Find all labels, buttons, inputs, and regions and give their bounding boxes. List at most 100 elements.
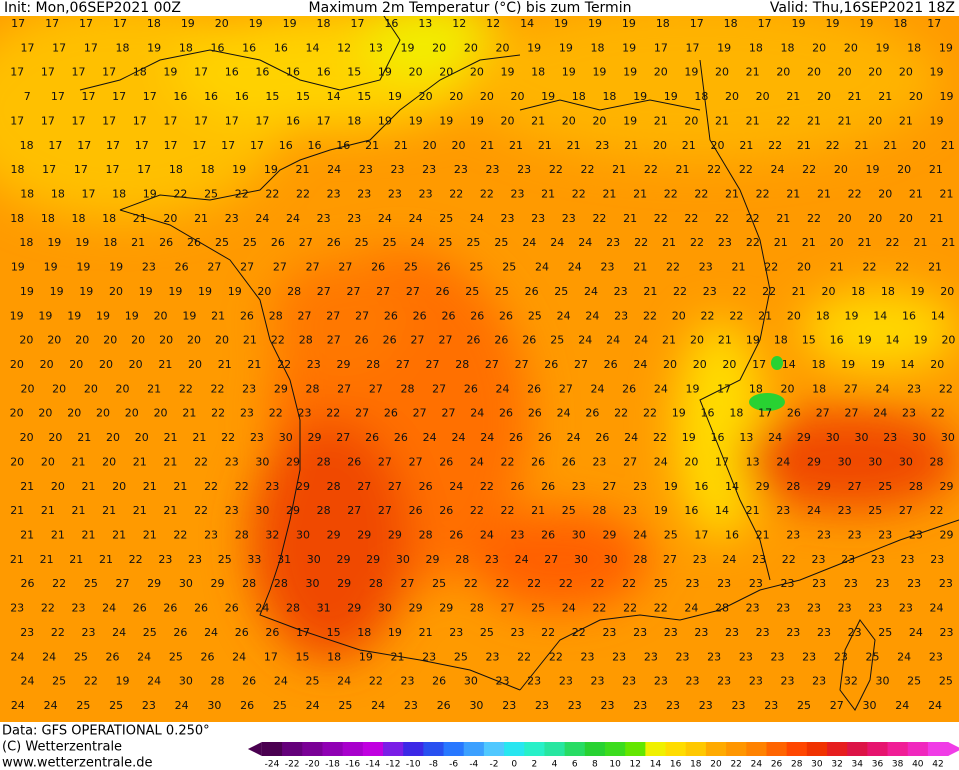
temperature-value: 29 bbox=[388, 529, 402, 542]
temperature-value: 22 bbox=[634, 236, 648, 249]
temperature-value: 26 bbox=[470, 309, 484, 322]
temperature-value: 17 bbox=[41, 66, 55, 79]
temperature-value: 23 bbox=[614, 285, 628, 298]
temperature-value: 28 bbox=[633, 553, 647, 566]
temperature-value: 26 bbox=[439, 455, 453, 468]
temperature-value: 22 bbox=[326, 407, 340, 420]
temperature-value: 14 bbox=[886, 334, 900, 347]
temperature-value: 25 bbox=[480, 626, 494, 639]
temperature-value: 20 bbox=[807, 66, 821, 79]
temperature-value: 23 bbox=[901, 553, 915, 566]
temperature-value: 25 bbox=[143, 626, 157, 639]
temperature-value: 25 bbox=[868, 504, 882, 517]
temperature-value: 23 bbox=[391, 163, 405, 176]
temperature-value: 27 bbox=[347, 504, 361, 517]
temperature-value: 28 bbox=[235, 529, 249, 542]
temperature-value: 19 bbox=[182, 309, 196, 322]
temperature-value: 27 bbox=[623, 455, 637, 468]
temperature-value: 21 bbox=[654, 114, 668, 127]
temperature-value: 24 bbox=[928, 699, 942, 712]
temperature-value: 19 bbox=[554, 17, 568, 30]
temperature-value: 27 bbox=[396, 358, 410, 371]
temperature-value: 22 bbox=[41, 602, 55, 615]
temperature-value: 19 bbox=[664, 90, 678, 103]
temperature-value: 29 bbox=[409, 602, 423, 615]
temperature-value: 16 bbox=[902, 309, 916, 322]
temperature-value: 20 bbox=[787, 309, 801, 322]
temperature-value: 26 bbox=[538, 431, 552, 444]
temperature-value: 23 bbox=[817, 529, 831, 542]
temperature-value: 23 bbox=[142, 261, 156, 274]
temperature-value: 15 bbox=[296, 90, 310, 103]
temperature-value: 23 bbox=[307, 358, 321, 371]
temperature-value: 22 bbox=[644, 163, 658, 176]
temperature-value: 26 bbox=[242, 675, 256, 688]
temperature-value: 23 bbox=[327, 188, 341, 201]
temperature-value: 22 bbox=[729, 309, 743, 322]
temperature-value: 19 bbox=[139, 285, 153, 298]
temperature-value: 24 bbox=[876, 382, 890, 395]
temperature-value: 16 bbox=[204, 90, 218, 103]
temperature-value: 30 bbox=[826, 431, 840, 444]
temperature-value: 28 bbox=[455, 553, 469, 566]
temperature-value: 22 bbox=[782, 553, 796, 566]
temperature-value: 20 bbox=[899, 212, 913, 225]
temperature-value: 27 bbox=[337, 382, 351, 395]
temperature-value: 28 bbox=[211, 675, 225, 688]
temperature-value: 17 bbox=[48, 139, 62, 152]
temperature-value: 25 bbox=[465, 285, 479, 298]
legend-tick-label: 42 bbox=[932, 760, 943, 770]
temperature-value: 25 bbox=[109, 699, 123, 712]
temperature-value: 20 bbox=[159, 334, 173, 347]
temperature-value: 23 bbox=[486, 650, 500, 663]
temperature-value: 26 bbox=[240, 699, 254, 712]
temperature-value: 22 bbox=[848, 188, 862, 201]
temperature-value: 22 bbox=[746, 236, 760, 249]
temperature-value: 26 bbox=[384, 309, 398, 322]
map-title: Maximum 2m Temperatur (°C) bis zum Termi… bbox=[309, 0, 632, 16]
temperature-value: 22 bbox=[746, 212, 760, 225]
temperature-value: 26 bbox=[531, 455, 545, 468]
temperature-value: 22 bbox=[235, 480, 249, 493]
temperature-value: 23 bbox=[664, 626, 678, 639]
temperature-value: 17 bbox=[192, 139, 206, 152]
temperature-value: 16 bbox=[317, 66, 331, 79]
temperature-value: 24 bbox=[567, 431, 581, 444]
temperature-value: 22 bbox=[701, 309, 715, 322]
temperature-value: 20 bbox=[693, 358, 707, 371]
temperature-value: 21 bbox=[928, 261, 942, 274]
temperature-value: 26 bbox=[384, 407, 398, 420]
temperature-value: 25 bbox=[495, 285, 509, 298]
legend-tick-label: 30 bbox=[811, 760, 823, 770]
temperature-value: 15 bbox=[327, 626, 341, 639]
temperature-value: 26 bbox=[544, 358, 558, 371]
temperature-value: 23 bbox=[666, 699, 680, 712]
temperature-value: 26 bbox=[106, 650, 120, 663]
temperature-value: 22 bbox=[271, 334, 285, 347]
temperature-value: 26 bbox=[499, 309, 513, 322]
temperature-value: 16 bbox=[286, 114, 300, 127]
temperature-value: 19 bbox=[654, 504, 668, 517]
temperature-value: 28 bbox=[269, 309, 283, 322]
temperature-value: 24 bbox=[44, 699, 58, 712]
temperature-value: 22 bbox=[666, 261, 680, 274]
valid-time: Valid: Thu,16SEP2021 18Z bbox=[770, 0, 955, 16]
legend-swatch bbox=[524, 742, 545, 756]
temperature-value: 23 bbox=[401, 675, 415, 688]
temperature-value: 20 bbox=[47, 334, 61, 347]
temperature-value: 30 bbox=[574, 553, 588, 566]
temperature-value: 19 bbox=[38, 309, 52, 322]
temperature-value: 20 bbox=[135, 431, 149, 444]
temperature-value: 26 bbox=[527, 382, 541, 395]
temperature-value: 20 bbox=[103, 334, 117, 347]
temperature-value: 17 bbox=[84, 41, 98, 54]
temperature-value: 22 bbox=[501, 504, 515, 517]
temperature-value: 27 bbox=[378, 504, 392, 517]
legend-swatch bbox=[423, 742, 445, 756]
temperature-value: 23 bbox=[240, 407, 254, 420]
temperature-value: 30 bbox=[279, 431, 293, 444]
temperature-value: 17 bbox=[137, 163, 151, 176]
temperature-value: 24 bbox=[11, 650, 25, 663]
temperature-value: 19 bbox=[163, 66, 177, 79]
temperature-value: 24 bbox=[42, 650, 56, 663]
